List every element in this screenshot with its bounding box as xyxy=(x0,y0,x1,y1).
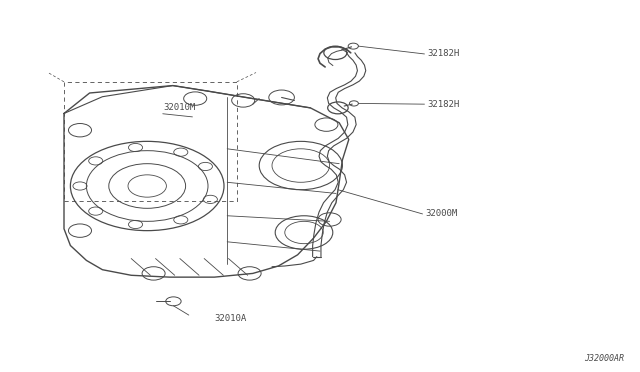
Text: 32000M: 32000M xyxy=(426,209,458,218)
Bar xyxy=(64,82,237,201)
Text: 32182H: 32182H xyxy=(428,49,460,58)
Text: 32182H: 32182H xyxy=(428,100,460,109)
Text: J32000AR: J32000AR xyxy=(584,354,624,363)
Text: 32010M: 32010M xyxy=(163,103,195,112)
Text: 32010A: 32010A xyxy=(214,314,246,323)
